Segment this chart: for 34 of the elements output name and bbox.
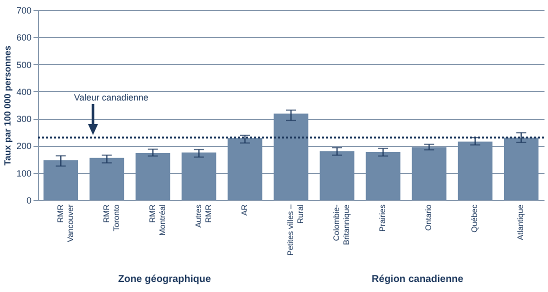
bar	[182, 152, 216, 200]
bar	[458, 142, 492, 200]
y-tick-label: 500	[16, 60, 32, 70]
bar	[274, 114, 308, 200]
y-tick-label: 700	[16, 6, 32, 16]
y-axis-title: Taux par 100 000 personnes	[2, 46, 12, 166]
bar	[504, 138, 538, 200]
x-tick-label: Québec	[470, 204, 480, 233]
bar	[320, 151, 354, 200]
y-tick-label: 300	[16, 114, 32, 124]
bar	[366, 152, 400, 200]
x-tick-label: AR	[240, 204, 249, 216]
bar	[90, 158, 124, 200]
y-tick-label: 100	[16, 168, 32, 178]
x-tick-label: RMR Montréal	[148, 204, 167, 236]
text: Région canadienne	[370, 274, 464, 285]
bar	[136, 153, 170, 200]
y-tick-label: 200	[16, 141, 32, 152]
x-tick-label: RMR Toronto	[102, 204, 121, 232]
x-tick-label: Ontario	[424, 204, 434, 231]
bar	[412, 147, 446, 200]
y-tick-label: 600	[16, 32, 32, 43]
y-tick-label: 400	[16, 86, 32, 97]
x-tick-label: Petites villes – Rural	[286, 204, 305, 256]
text: Zone géographique	[117, 274, 212, 285]
bar	[228, 138, 262, 200]
x-tick-label: Colombie- Britannique	[332, 204, 352, 245]
x-tick-label: Autres RMR	[194, 204, 213, 228]
ref-line-label: Valeur canadienne	[74, 92, 148, 103]
bar	[44, 160, 78, 200]
x-tick-label: Prairies	[378, 204, 388, 232]
y-tick-label: 0	[26, 196, 32, 206]
x-tick-label: Atlantique	[516, 204, 526, 240]
x-tick-label: RMR Vancouver	[56, 204, 75, 242]
